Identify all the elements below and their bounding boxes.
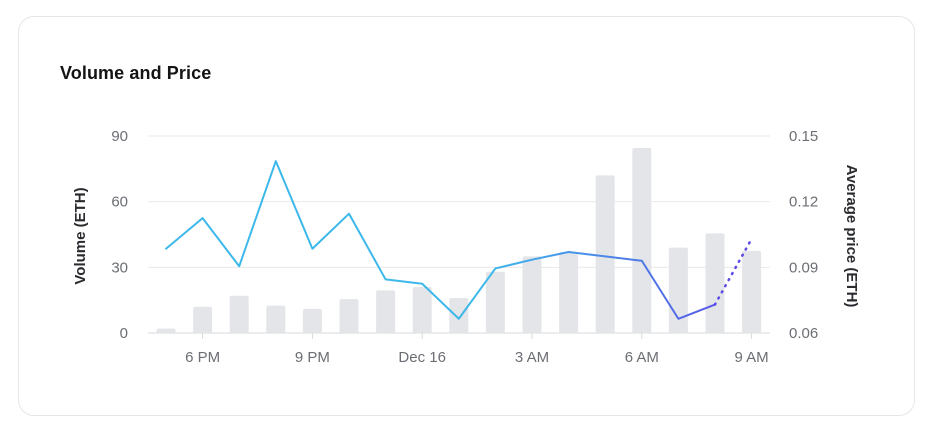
volume-bar (595, 175, 615, 333)
volume-bar (742, 250, 762, 333)
x-tick-label: 6 AM (625, 349, 659, 366)
y-axis-right-title: Average price (ETH) (843, 165, 860, 308)
axis-ticks: 0 30 60 90 0.06 0.09 0.12 0.15 6 PM 9 PM Dec 16 3 A… (111, 128, 818, 366)
y-left-tick-label: 0 (120, 325, 128, 342)
y-right-tick-label: 0.12 (789, 194, 818, 211)
volume-bar (559, 252, 579, 333)
y-left-tick-label: 30 (111, 259, 128, 276)
volume-bar (412, 287, 432, 333)
x-tick-label: 3 AM (515, 349, 549, 366)
volume-bar (376, 290, 396, 333)
price-line-projected (713, 237, 753, 306)
y-right-tick-label: 0.06 (789, 325, 818, 342)
volume-bar (705, 233, 725, 333)
volume-bar (339, 299, 359, 333)
volume-bar (485, 271, 505, 333)
volume-bar (229, 295, 249, 333)
price-line (165, 160, 753, 320)
y-right-tick-label: 0.09 (789, 259, 818, 276)
volume-bar (668, 247, 688, 333)
chart-title: Volume and Price (60, 63, 212, 83)
volume-bar (193, 306, 213, 333)
y-left-tick-label: 90 (111, 128, 128, 145)
volume-bar (302, 308, 322, 333)
volume-bar (522, 256, 542, 333)
y-axis-left-title: Volume (ETH) (72, 187, 89, 284)
chart-card: Volume and Price (18, 16, 915, 416)
x-tick-label: 9 AM (735, 349, 769, 366)
x-tick-label: 9 PM (295, 349, 330, 366)
volume-bars (156, 148, 762, 333)
y-left-tick-label: 60 (111, 194, 128, 211)
volume-bar (632, 148, 652, 333)
volume-bar (449, 297, 469, 333)
volume-bar (266, 305, 286, 333)
x-tick-label: 6 PM (185, 349, 220, 366)
price-line-solid (165, 160, 716, 320)
volume-bar (156, 328, 176, 333)
y-right-tick-label: 0.15 (789, 128, 818, 145)
x-tick-label: Dec 16 (398, 349, 446, 366)
